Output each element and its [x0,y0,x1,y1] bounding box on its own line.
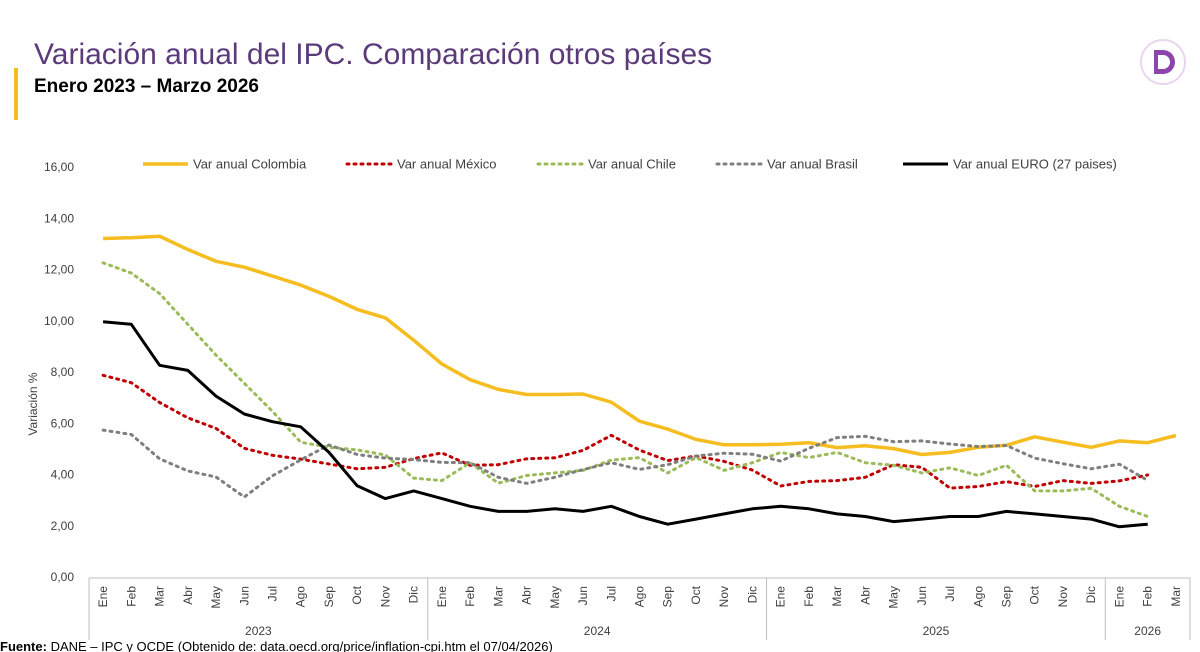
x-tick-label: Dic [1084,586,1098,603]
x-tick-label: Mar [153,586,167,607]
legend-label: Var anual Chile [588,156,676,171]
x-tick-label: Ago [971,586,985,608]
x-tick-label: Jun [915,586,929,605]
chart-title: Variación anual del IPC. Comparación otr… [34,38,712,71]
legend-label: Var anual Colombia [193,156,307,171]
y-tick-label: 14,00 [44,211,74,225]
x-tick-label: Jul [943,586,957,601]
x-tick-label: Oct [689,585,703,604]
series-line [103,234,1177,457]
x-tick-label: Abr [520,586,534,605]
x-tick-label: Feb [802,586,816,607]
x-tick-label: May [209,586,223,609]
x-tick-label: Jun [576,586,590,605]
x-tick-label: May [887,586,901,609]
x-tick-label: Oct [350,585,364,604]
x-tick-label: Jul [266,586,280,601]
x-tick-label: Mar [491,586,505,607]
series-line [102,320,1148,529]
x-tick-label: Sep [1000,586,1014,608]
x-tick-label: Dic [745,586,759,603]
legend-label: Var anual EURO (27 paises) [953,156,1117,171]
x-tick-label: Nov [717,586,731,607]
x-group-label: 2025 [923,624,950,638]
x-tick-label: Ene [96,586,110,608]
y-axis-label: Variación % [26,372,40,435]
x-tick-label: Abr [858,586,872,605]
series-line [101,428,1150,499]
y-tick-label: 12,00 [44,263,74,277]
series-line [101,373,1150,490]
y-tick-label: 0,00 [51,570,75,584]
x-tick-label: Feb [463,586,477,607]
x-tick-label: Nov [1056,586,1070,607]
source-label: Fuente: [0,639,47,652]
x-tick-label: Ene [1112,586,1126,608]
x-tick-label: Ene [435,586,449,608]
x-tick-label: Dic [407,586,421,603]
x-tick-label: Abr [181,586,195,605]
y-tick-label: 16,00 [44,160,74,174]
y-tick-label: 4,00 [51,468,75,482]
x-tick-label: Oct [1028,585,1042,604]
x-tick-label: Nov [378,586,392,607]
y-tick-label: 8,00 [51,365,75,379]
y-tick-label: 2,00 [51,519,75,533]
x-tick-label: Sep [322,586,336,608]
x-tick-label: May [548,586,562,609]
x-tick-label: Feb [1141,586,1155,607]
x-group-label: 2026 [1134,624,1161,638]
series-line [101,261,1150,518]
y-tick-label: 6,00 [51,416,75,430]
x-tick-label: Jul [604,586,618,601]
x-tick-label: Sep [661,586,675,608]
x-tick-label: Jun [237,586,251,605]
y-tick-label: 10,00 [44,314,74,328]
source: Fuente: DANE – IPC y OCDE (Obtenido de: … [0,639,553,652]
x-group-label: 2024 [584,624,611,638]
x-group-label: 2023 [245,624,272,638]
logo [1140,39,1186,85]
legend-label: Var anual Brasil [767,156,858,171]
x-tick-label: Mar [830,586,844,607]
x-tick-label: Ago [633,586,647,608]
x-tick-label: Feb [124,586,138,607]
chart-subtitle: Enero 2023 – Marzo 2026 [34,76,259,97]
accent-bar [14,68,18,120]
source-text: DANE – IPC y OCDE (Obtenido de: data.oec… [51,639,553,652]
legend-label: Var anual México [397,156,496,171]
x-tick-label: Mar [1169,586,1183,607]
x-tick-label: Ago [294,586,308,608]
x-tick-label: Ene [774,586,788,608]
